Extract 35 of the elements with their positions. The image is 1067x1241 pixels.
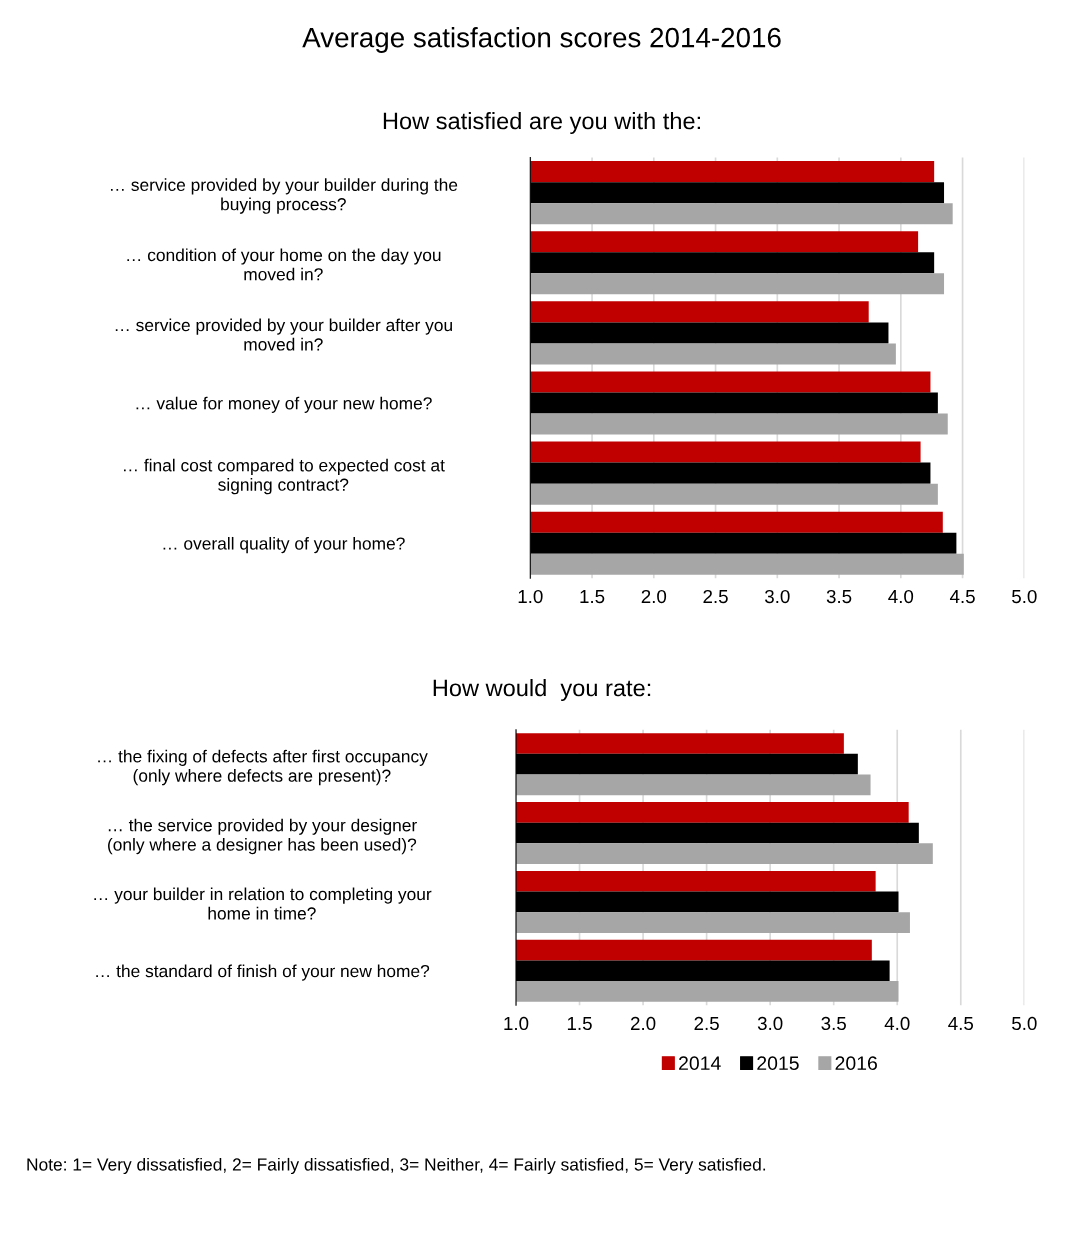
x-tick-label: 4.0 — [888, 589, 914, 604]
y-tick-label: … the fixing of defects after first occupancy (only where defects are present)? — [98, 749, 428, 786]
x-tick-label: 2.0 — [630, 1016, 656, 1031]
chart-subtitle: How satisfied are you with the: — [383, 112, 700, 134]
chart-title: Average satisfaction scores 2014-2016 — [302, 27, 781, 53]
y-tick-label: … the service provided by your designer (only where a designer has been used)? — [108, 818, 417, 855]
y-tick-label: … the standard of finish of your new home? — [96, 964, 430, 981]
x-tick-label: 3.5 — [821, 1016, 846, 1031]
x-tick-label: 3.0 — [757, 1016, 783, 1031]
x-tick-label: 4.5 — [949, 590, 975, 604]
x-tick-label: 1.0 — [504, 1016, 529, 1031]
legend-label: 2016 — [835, 1056, 877, 1071]
x-tick-label: 4.5 — [948, 1017, 974, 1031]
legend-label: 2014 — [679, 1056, 721, 1071]
x-tick-label: 1.0 — [518, 589, 543, 604]
x-tick-label: 2.5 — [703, 589, 728, 604]
y-tick-label: … overall quality of your home? — [163, 536, 405, 554]
x-tick-label: 1.5 — [567, 1017, 592, 1031]
x-tick-label: 2.0 — [641, 589, 667, 604]
x-tick-label: 3.0 — [764, 589, 790, 604]
legend-label: 2015 — [757, 1056, 799, 1071]
x-tick-label: 5.0 — [1012, 1016, 1037, 1031]
x-tick-label: 1.5 — [580, 590, 605, 604]
x-tick-label: 3.5 — [826, 589, 852, 604]
y-tick-label: … service provided by your builder after you moved in? — [115, 318, 452, 351]
y-tick-label: … value for money of your new home? — [136, 396, 432, 413]
x-tick-label: 4.0 — [884, 1016, 910, 1031]
y-tick-label: … condition of your home on the day you moved in? — [127, 248, 441, 281]
x-tick-label: 5.0 — [1012, 589, 1037, 604]
x-tick-label: 2.5 — [694, 1016, 719, 1031]
y-tick-label: … service provided by your builder during the buying process? — [110, 178, 458, 214]
y-tick-label: … final cost compared to expected cost at signing contract? — [124, 458, 445, 495]
text: Note: 1= Very dissatisfied, 2= Fairly dissatisfied, 3= Neither, 4= Fairly satisfied, 5= Very satisfied. — [27, 1157, 766, 1175]
y-tick-label: … your builder in relation to completing your home in time? — [94, 887, 432, 920]
chart-title: How would you rate: — [433, 678, 651, 702]
